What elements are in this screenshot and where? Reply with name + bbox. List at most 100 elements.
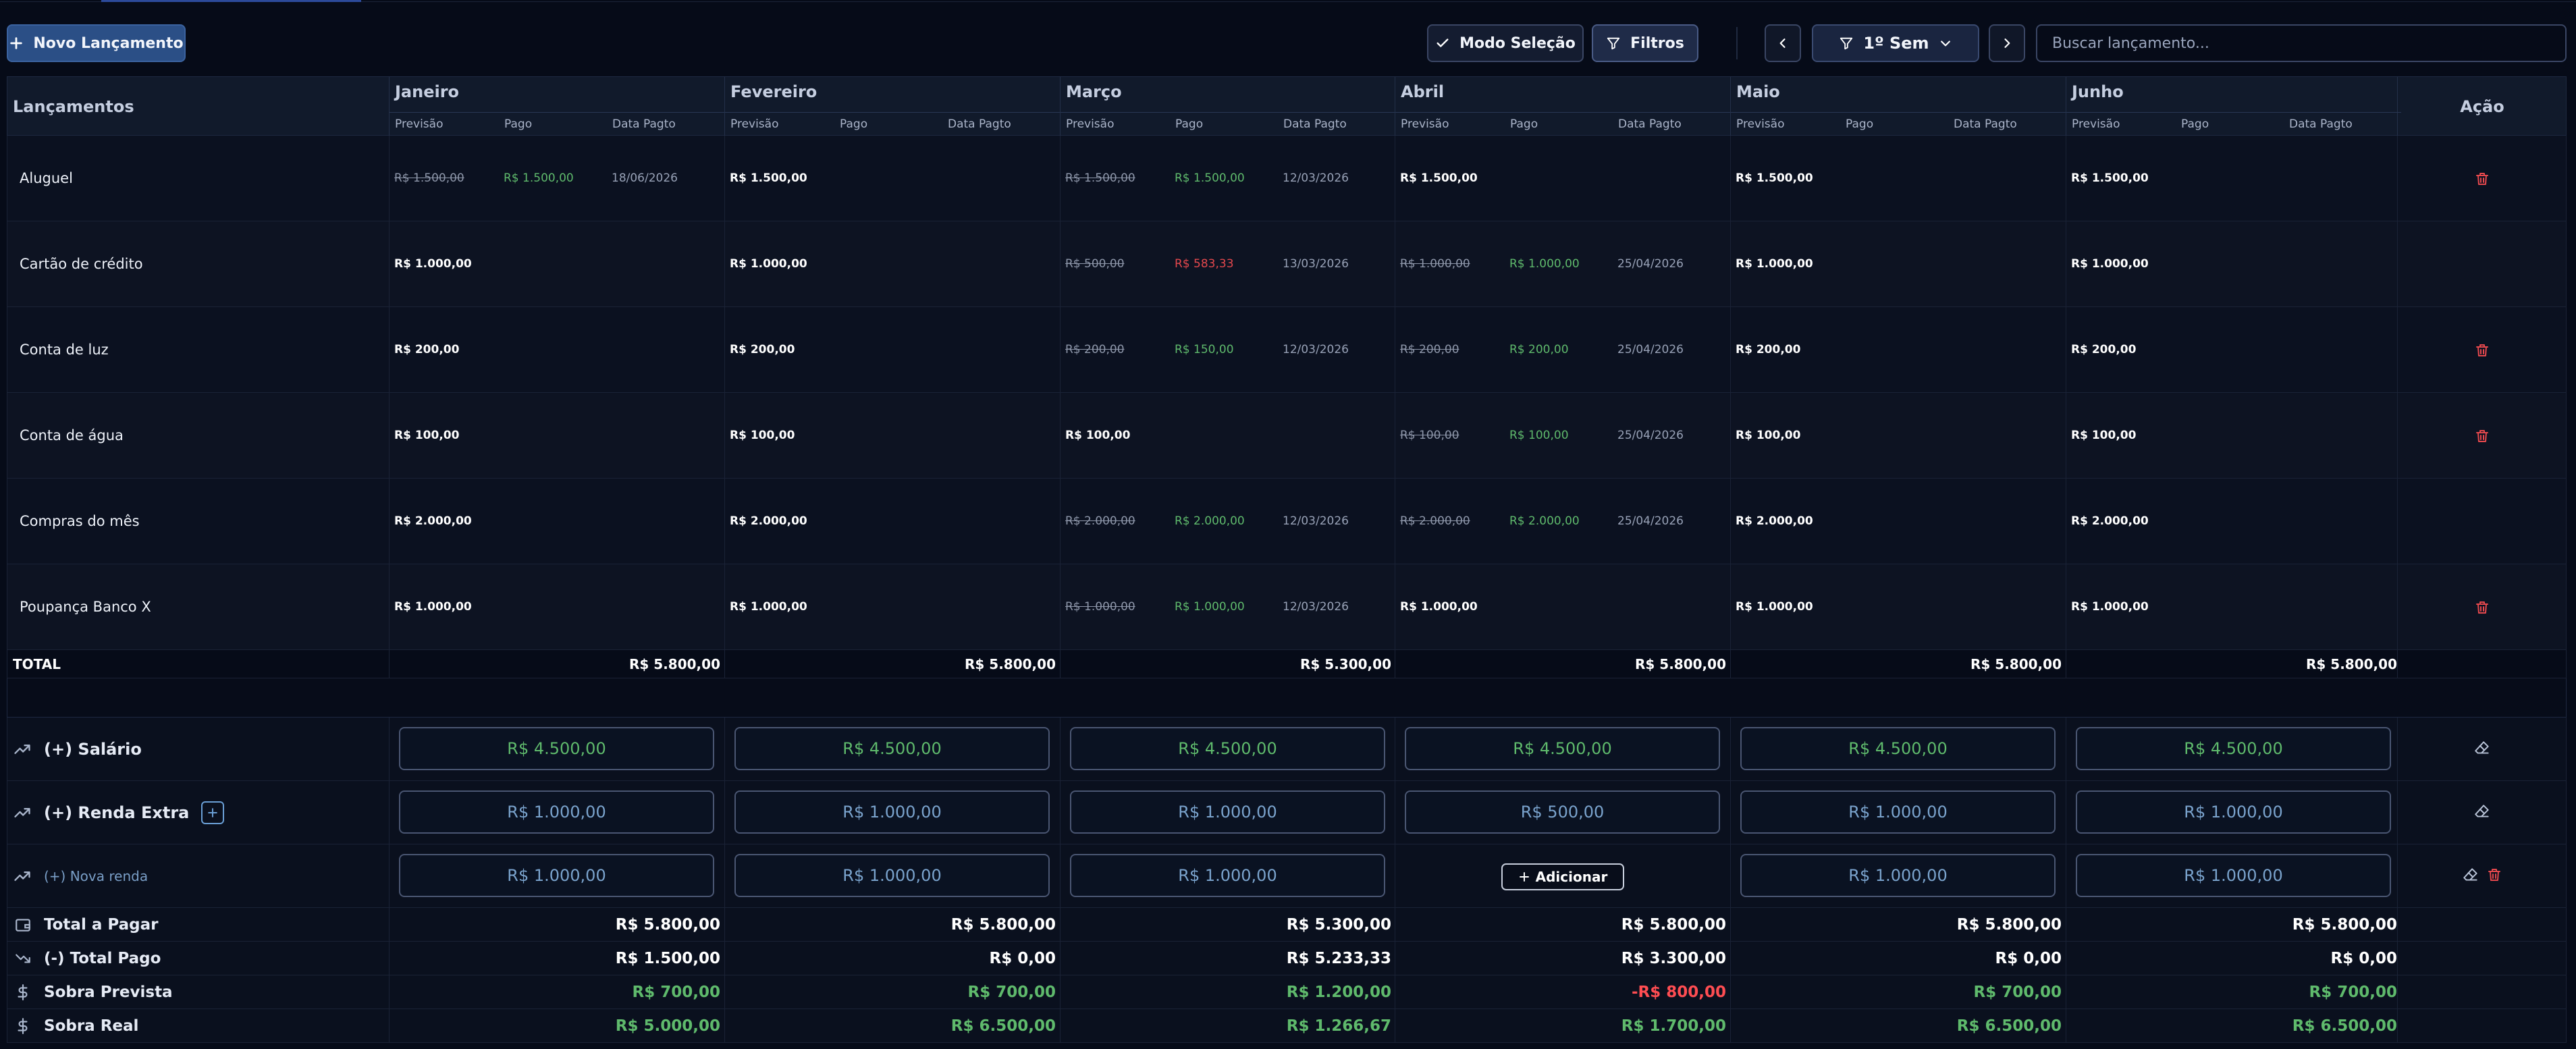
table-row[interactable]: Aluguel R$ 1.500,00 R$ 1.500,00 18/06/2026 R… [7, 136, 2567, 221]
income-value-input[interactable]: R$ 4.500,00 [2076, 727, 2391, 770]
month-cell[interactable]: R$ 1.000,00 R$ 1.000,00 12/03/2026 [1060, 564, 1395, 650]
month-cell[interactable]: R$ 1.000,00 [389, 564, 724, 650]
month-cell[interactable]: R$ 200,00 R$ 150,00 12/03/2026 [1060, 307, 1395, 393]
next-period-button[interactable] [1989, 24, 2025, 62]
month-cell[interactable]: R$ 200,00 [1730, 307, 2066, 393]
delete-entry-button[interactable] [2397, 307, 2567, 393]
entry-name[interactable]: Cartão de crédito [20, 256, 143, 272]
period-select[interactable]: 1º Sem [1812, 24, 1979, 62]
income-value-input[interactable]: R$ 1.000,00 [734, 854, 1050, 897]
income-value-input[interactable]: R$ 1.000,00 [1740, 790, 2056, 834]
income-value-input[interactable]: R$ 1.000,00 [734, 790, 1050, 834]
entry-name[interactable]: Poupança Banco X [20, 599, 151, 615]
month-cell[interactable]: R$ 200,00 [2066, 307, 2401, 393]
income-value-input[interactable]: R$ 1.000,00 [399, 854, 714, 897]
month-cell[interactable]: R$ 1.500,00 [724, 136, 1060, 221]
trash-icon [2488, 869, 2500, 881]
previous-period-button[interactable] [1765, 24, 1801, 62]
month-cell[interactable]: R$ 200,00 [389, 307, 724, 393]
month-cell[interactable]: R$ 100,00 [389, 393, 724, 479]
entry-name[interactable]: Compras do mês [20, 513, 140, 529]
month-cell[interactable]: R$ 1.500,00 [2066, 136, 2401, 221]
income-value-input[interactable]: R$ 4.500,00 [1070, 727, 1385, 770]
income-label[interactable]: (+) Nova renda [13, 844, 148, 908]
income-value-input[interactable]: R$ 4.500,00 [1405, 727, 1720, 770]
income-value-input[interactable]: R$ 500,00 [1405, 790, 1720, 834]
month-cell[interactable]: R$ 1.500,00 [1395, 136, 1730, 221]
table-row[interactable]: Conta de luz R$ 200,00 R$ 200,00 R$ 200,00 R… [7, 307, 2567, 393]
income-value-input[interactable]: R$ 4.500,00 [399, 727, 714, 770]
table-row[interactable]: Conta de água R$ 100,00 R$ 100,00 R$ 100,00… [7, 393, 2567, 479]
summary-row: Sobra Prevista R$ 700,00 R$ 700,00 R$ 1.200… [7, 975, 2567, 1009]
delete-income-button[interactable] [2486, 867, 2502, 886]
new-entry-button[interactable]: Novo Lançamento [7, 24, 186, 62]
income-value-input[interactable]: R$ 1.000,00 [1070, 790, 1385, 834]
month-cell[interactable]: R$ 2.000,00 [389, 479, 724, 564]
column-divider [724, 221, 725, 306]
plus-icon [10, 37, 23, 49]
trash-icon [2476, 344, 2488, 356]
month-cell[interactable]: R$ 1.000,00 [2066, 221, 2401, 307]
income-label[interactable]: (+) Renda Extra [13, 781, 225, 844]
income-value-input[interactable]: R$ 1.000,00 [399, 790, 714, 834]
entry-name[interactable]: Conta de água [20, 427, 124, 443]
clear-income-button[interactable] [2462, 866, 2479, 886]
column-divider [1060, 393, 1061, 478]
active-tab-indicator [101, 0, 361, 2]
month-cell[interactable]: R$ 100,00 R$ 100,00 25/04/2026 [1395, 393, 1730, 479]
month-cell[interactable]: R$ 100,00 [724, 393, 1060, 479]
month-cell[interactable]: R$ 100,00 [1060, 393, 1395, 479]
month-cell[interactable]: R$ 200,00 R$ 200,00 25/04/2026 [1395, 307, 1730, 393]
month-cell[interactable]: R$ 1.000,00 [2066, 564, 2401, 650]
clear-income-button[interactable] [2473, 739, 2491, 759]
month-cell[interactable]: R$ 2.000,00 [724, 479, 1060, 564]
add-value-button[interactable]: Adicionar [1501, 863, 1624, 890]
add-income-button[interactable] [201, 801, 225, 824]
summary-value: R$ 5.800,00 [1956, 916, 2062, 934]
income-value-input[interactable]: R$ 4.500,00 [1740, 727, 2056, 770]
income-value-input[interactable]: R$ 1.000,00 [1740, 854, 2056, 897]
month-cell[interactable]: R$ 2.000,00 R$ 2.000,00 12/03/2026 [1060, 479, 1395, 564]
month-cell[interactable]: R$ 1.000,00 [1730, 564, 2066, 650]
month-cell[interactable]: R$ 500,00 R$ 583,33 13/03/2026 [1060, 221, 1395, 307]
month-cell[interactable]: R$ 1.000,00 [389, 221, 724, 307]
delete-entry-button[interactable] [2397, 136, 2567, 221]
month-cell[interactable]: R$ 200,00 [724, 307, 1060, 393]
month-cell[interactable]: R$ 1.000,00 [1730, 221, 2066, 307]
month-cell[interactable]: R$ 100,00 [2066, 393, 2401, 479]
table-row[interactable]: Compras do mês R$ 2.000,00 R$ 2.000,00 R$ 2… [7, 479, 2567, 564]
entry-name[interactable]: Conta de luz [20, 342, 109, 358]
month-cell[interactable]: R$ 2.000,00 [2066, 479, 2401, 564]
income-value-input[interactable]: R$ 1.000,00 [1070, 854, 1385, 897]
entry-name[interactable]: Aluguel [20, 170, 73, 186]
forecast-value: R$ 1.000,00 [1400, 257, 1470, 271]
income-value-input[interactable]: R$ 1.000,00 [2076, 854, 2391, 897]
income-label[interactable]: (+) Salário [13, 718, 142, 781]
column-divider [1060, 718, 1061, 780]
month-cell[interactable]: R$ 1.000,00 [1395, 564, 1730, 650]
month-cell[interactable]: R$ 2.000,00 R$ 2.000,00 25/04/2026 [1395, 479, 1730, 564]
month-cell[interactable]: R$ 1.500,00 R$ 1.500,00 12/03/2026 [1060, 136, 1395, 221]
table-row[interactable]: Cartão de crédito R$ 1.000,00 R$ 1.000,00 R… [7, 221, 2567, 307]
summary-name: Total a Pagar [44, 916, 159, 934]
delete-entry-button[interactable] [2397, 564, 2567, 650]
delete-entry-button[interactable] [2397, 393, 2567, 479]
column-divider [1060, 650, 1061, 678]
month-cell[interactable]: R$ 2.000,00 [1730, 479, 2066, 564]
income-value-input[interactable]: R$ 1.000,00 [2076, 790, 2391, 834]
table-row[interactable]: Poupança Banco X R$ 1.000,00 R$ 1.000,00 R$… [7, 564, 2567, 650]
total-value: R$ 5.800,00 [629, 656, 720, 672]
selection-mode-button[interactable]: Modo Seleção [1427, 24, 1584, 62]
search-input[interactable] [2036, 24, 2567, 62]
month-cell[interactable]: R$ 1.000,00 R$ 1.000,00 25/04/2026 [1395, 221, 1730, 307]
new-entry-label: Novo Lançamento [33, 34, 184, 52]
month-cell[interactable]: R$ 100,00 [1730, 393, 2066, 479]
income-actions [2397, 718, 2567, 781]
month-cell[interactable]: R$ 1.500,00 [1730, 136, 2066, 221]
month-cell[interactable]: R$ 1.500,00 R$ 1.500,00 18/06/2026 [389, 136, 724, 221]
month-cell[interactable]: R$ 1.000,00 [724, 221, 1060, 307]
filters-button[interactable]: Filtros [1592, 24, 1698, 62]
clear-income-button[interactable] [2473, 803, 2491, 823]
month-cell[interactable]: R$ 1.000,00 [724, 564, 1060, 650]
income-value-input[interactable]: R$ 4.500,00 [734, 727, 1050, 770]
